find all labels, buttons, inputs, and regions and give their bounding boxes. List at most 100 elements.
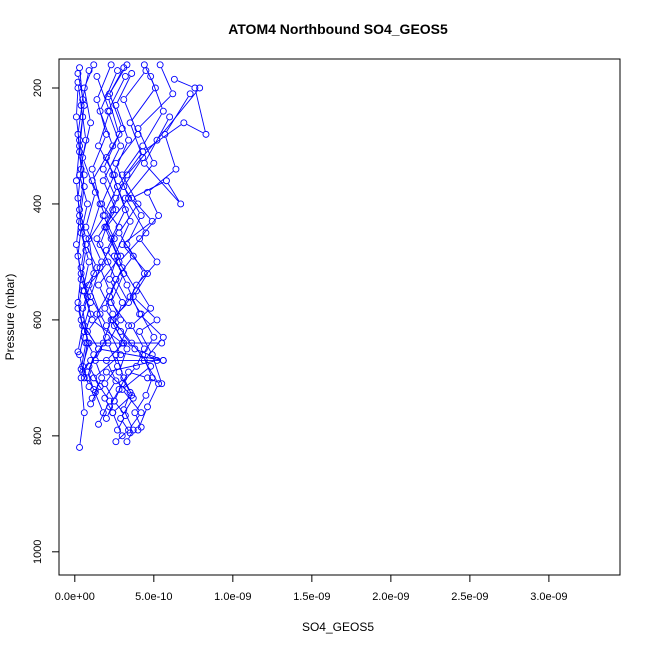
data-point [104,258,112,266]
data-point [139,351,147,359]
data-point [91,357,99,364]
data-point [136,235,144,243]
data-point [83,293,91,301]
series-segment [97,317,106,335]
series-segment [124,368,149,388]
data-point [99,212,107,219]
data-point [80,101,88,109]
data-point [117,316,125,324]
series-segment [120,206,137,231]
data-point [102,333,110,341]
x-tick-label: 1.0e-09 [214,591,251,603]
data-point [80,183,88,191]
data-point [158,380,166,388]
data-point [96,107,104,115]
data-point [76,351,83,359]
y-tick-label: 200 [32,79,44,97]
data-point [112,159,120,167]
data-point [150,333,158,341]
series-segment [131,90,154,121]
series-segment [105,201,116,225]
data-point [129,394,137,402]
series-segment [115,386,122,399]
series-segment [86,247,96,265]
x-tick-label: 1.5e-09 [293,591,330,603]
series-segment [89,288,100,311]
data-point [153,258,161,266]
series-segment [112,276,123,300]
y-tick-label: 800 [32,427,44,445]
series-segment [138,264,155,283]
data-point [148,217,156,225]
data-point [90,61,98,69]
series-segment [107,363,115,378]
series-segment [79,334,85,352]
series-segment [128,142,156,173]
data-point [120,406,128,414]
series-segment [100,212,112,242]
data-point [134,130,142,138]
series-segment [79,213,86,236]
series-18 [99,64,137,446]
series-segment [88,334,98,347]
data-point [114,252,121,260]
series-segment [127,165,152,196]
data-point [107,316,115,324]
data-point [144,374,151,382]
series-segment [124,102,138,132]
data-point [85,67,93,75]
series-segment [99,114,109,143]
data-point [120,339,128,347]
data-point [93,96,101,104]
data-point [159,357,167,364]
data-point [99,177,107,185]
data-point [137,409,145,417]
series-segment [83,276,94,306]
data-point [79,281,87,289]
series-segment [141,241,156,260]
y-tick-label: 1000 [32,540,44,564]
data-point [118,299,126,306]
data-point [112,101,120,109]
data-point [95,420,102,428]
data-point [106,287,114,295]
data-point [115,229,123,237]
data-point [83,200,91,208]
series-segment [128,432,132,439]
series-segment [124,412,133,428]
data-point [85,383,93,391]
data-point [77,264,85,272]
data-point [169,90,177,98]
series-segment [90,369,99,384]
data-point [98,200,106,208]
data-point [99,165,107,173]
data-point [128,70,136,77]
data-point [87,299,95,306]
data-point [120,96,128,104]
data-point [88,177,96,185]
series-segment [124,380,133,396]
series-segment [142,316,153,335]
series-segment [131,299,140,312]
series-segment [186,124,204,134]
data-point [158,339,166,347]
series-segment [126,200,145,231]
data-point [74,252,82,260]
data-point [112,206,120,214]
series-segment [108,99,119,132]
data-point [132,362,140,370]
series-segment [104,189,117,213]
data-point [123,171,131,179]
data-point [144,270,151,277]
series-segment [110,282,121,300]
series-segment [104,137,119,167]
series-segment [110,259,117,277]
x-tick-label: 0.0e+00 [55,591,95,603]
data-point [123,61,131,69]
data-point [115,368,123,376]
series-segment [113,143,128,172]
x-tick-label: 5.0e-10 [135,591,172,603]
series-segment [120,235,132,254]
series-segment [100,270,109,288]
